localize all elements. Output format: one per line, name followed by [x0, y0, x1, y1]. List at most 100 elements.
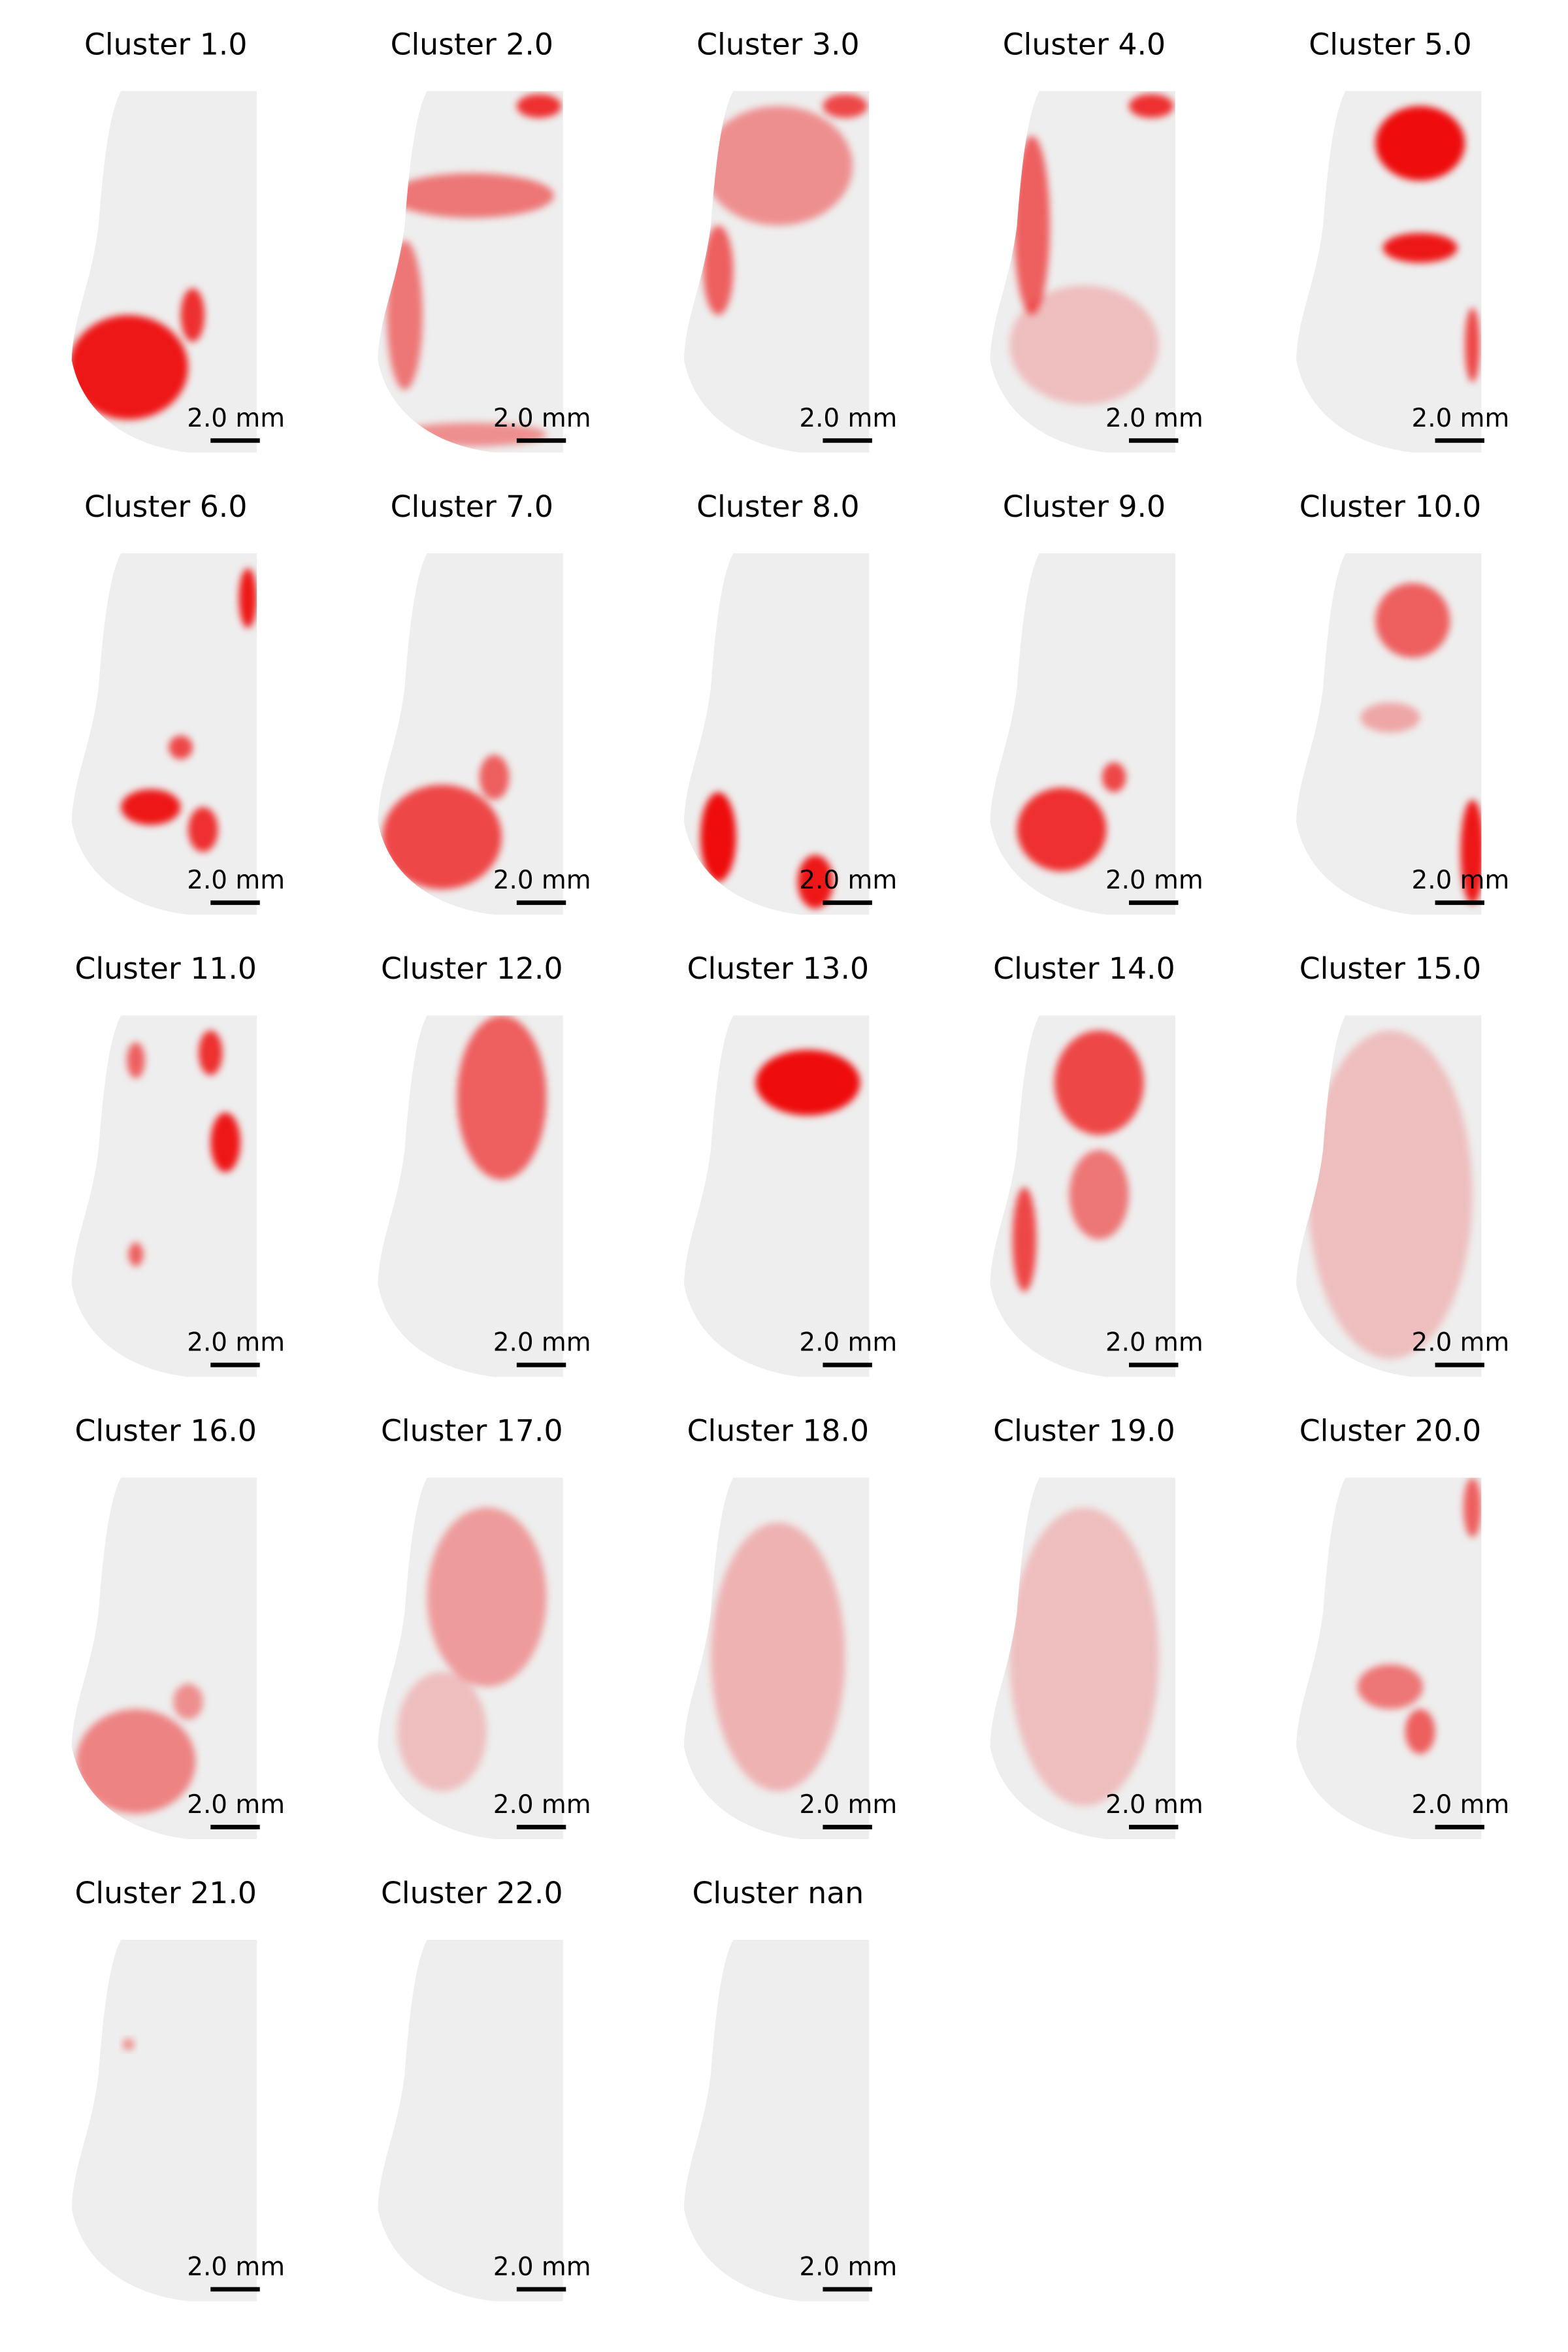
expression-patch — [700, 792, 736, 882]
expression-patch — [534, 1920, 544, 1929]
cluster-panel: Cluster 13.0 2.0 mm — [683, 951, 897, 1377]
expression-layer — [703, 94, 868, 316]
cluster-panel: Cluster 20.0 2.0 mm — [1296, 1414, 1509, 1839]
expression-patch — [389, 173, 554, 218]
cluster-panel: Cluster 10.0 2.0 mm — [1296, 489, 1509, 915]
cluster-panel: Cluster 17.0 2.0 mm — [378, 1414, 591, 1839]
expression-layer — [71, 288, 205, 420]
expression-patch — [1375, 583, 1450, 658]
cluster-panel: Cluster nan 2.0 mm — [683, 1876, 897, 2302]
expression-patch — [128, 1242, 144, 1267]
scale-label: 2.0 mm — [187, 1328, 285, 1358]
expression-layer — [397, 1507, 547, 1791]
scale-label: 2.0 mm — [493, 1790, 591, 1820]
expression-patch — [387, 240, 423, 390]
expression-patch — [755, 1049, 860, 1116]
expression-patch — [76, 1709, 196, 1814]
cluster-panel: Cluster 9.0 2.0 mm — [990, 489, 1203, 915]
panel-title: Cluster 16.0 — [74, 1414, 257, 1448]
scale-label: 2.0 mm — [1105, 1328, 1203, 1358]
scale-label: 2.0 mm — [799, 2253, 897, 2282]
expression-patch — [1405, 1709, 1435, 1754]
cluster-panel: Cluster 18.0 2.0 mm — [683, 1414, 897, 1839]
expression-layer — [1017, 762, 1126, 872]
expression-patch — [703, 106, 853, 226]
panel-title: Cluster 10.0 — [1299, 489, 1482, 524]
expression-patch — [711, 1522, 845, 1791]
scale-label: 2.0 mm — [493, 866, 591, 895]
scale-label: 2.0 mm — [1412, 1790, 1510, 1820]
scale-label: 2.0 mm — [187, 404, 285, 433]
expression-patch — [180, 288, 205, 342]
tissue — [71, 1015, 257, 1377]
expression-layer — [1375, 106, 1480, 383]
cluster-panel: Cluster 4.0 2.0 mm — [990, 27, 1203, 453]
scale-label: 2.0 mm — [1105, 1790, 1203, 1820]
scale-label: 2.0 mm — [493, 1328, 591, 1358]
tissue — [71, 553, 257, 915]
expression-patch — [427, 1507, 547, 1687]
expression-layer — [1009, 1507, 1159, 1806]
expression-patch — [1012, 1187, 1037, 1292]
panel-title: Cluster 6.0 — [84, 489, 247, 524]
tissue — [378, 1940, 563, 2302]
expression-patch — [71, 315, 188, 420]
expression-layer — [76, 1684, 203, 1814]
panel-title: Cluster 5.0 — [1309, 27, 1471, 61]
panel-title: Cluster 4.0 — [1003, 27, 1166, 61]
scale-label: 2.0 mm — [493, 2253, 591, 2282]
expression-layer — [127, 1030, 240, 1267]
scale-label: 2.0 mm — [187, 2253, 285, 2282]
expression-layer — [755, 1049, 860, 1116]
panel-title: Cluster nan — [693, 1876, 864, 1910]
panel-title: Cluster 7.0 — [391, 489, 553, 524]
scale-label: 2.0 mm — [799, 1790, 897, 1820]
scale-label: 2.0 mm — [1412, 866, 1510, 895]
cluster-panel: Cluster 1.0 2.0 mm — [71, 27, 285, 453]
panel-title: Cluster 18.0 — [687, 1414, 870, 1448]
panel-title: Cluster 17.0 — [381, 1414, 563, 1448]
panel-title: Cluster 2.0 — [391, 27, 553, 61]
expression-patch — [122, 2038, 135, 2051]
expression-layer — [121, 568, 257, 852]
scale-label: 2.0 mm — [1105, 866, 1203, 895]
expression-patch — [1463, 1477, 1482, 1538]
panel-title: Cluster 13.0 — [687, 951, 870, 986]
expression-layer — [700, 792, 834, 909]
scale-label: 2.0 mm — [1412, 404, 1510, 433]
expression-patch — [1054, 1030, 1144, 1135]
expression-patch — [1014, 136, 1050, 316]
expression-patch — [1375, 106, 1465, 181]
expression-patch — [385, 2264, 395, 2273]
expression-layer — [1308, 1030, 1473, 1359]
scale-label: 2.0 mm — [493, 404, 591, 433]
expression-layer — [1012, 1030, 1144, 1292]
expression-patch — [1382, 233, 1458, 263]
cluster-panel: Cluster 11.0 2.0 mm — [71, 951, 285, 1377]
scale-label: 2.0 mm — [799, 866, 897, 895]
cluster-panel: Cluster 15.0 2.0 mm — [1296, 951, 1509, 1377]
cluster-panel: Cluster 19.0 2.0 mm — [990, 1414, 1203, 1839]
tissue — [683, 1940, 870, 2302]
expression-patch — [121, 789, 181, 825]
panel-title: Cluster 8.0 — [696, 489, 859, 524]
expression-patch — [397, 1671, 487, 1791]
expression-patch — [199, 1030, 223, 1075]
scale-label: 2.0 mm — [799, 1328, 897, 1358]
cluster-panel: Cluster 14.0 2.0 mm — [990, 951, 1203, 1377]
expression-layer — [457, 1015, 547, 1180]
expression-patch — [457, 1015, 547, 1180]
expression-layer — [1009, 94, 1174, 405]
cluster-panel: Cluster 8.0 2.0 mm — [683, 489, 897, 915]
expression-layer — [382, 755, 510, 890]
panel-title: Cluster 12.0 — [381, 951, 563, 986]
panel-title: Cluster 14.0 — [993, 951, 1175, 986]
panel-title: Cluster 19.0 — [993, 1414, 1175, 1448]
expression-layer — [711, 1522, 845, 1791]
expression-patch — [1465, 307, 1480, 383]
expression-patch — [188, 807, 218, 852]
cluster-panel: Cluster 22.0 2.0 mm — [378, 1876, 591, 2302]
cluster-panel: Cluster 5.0 2.0 mm — [1296, 27, 1510, 453]
